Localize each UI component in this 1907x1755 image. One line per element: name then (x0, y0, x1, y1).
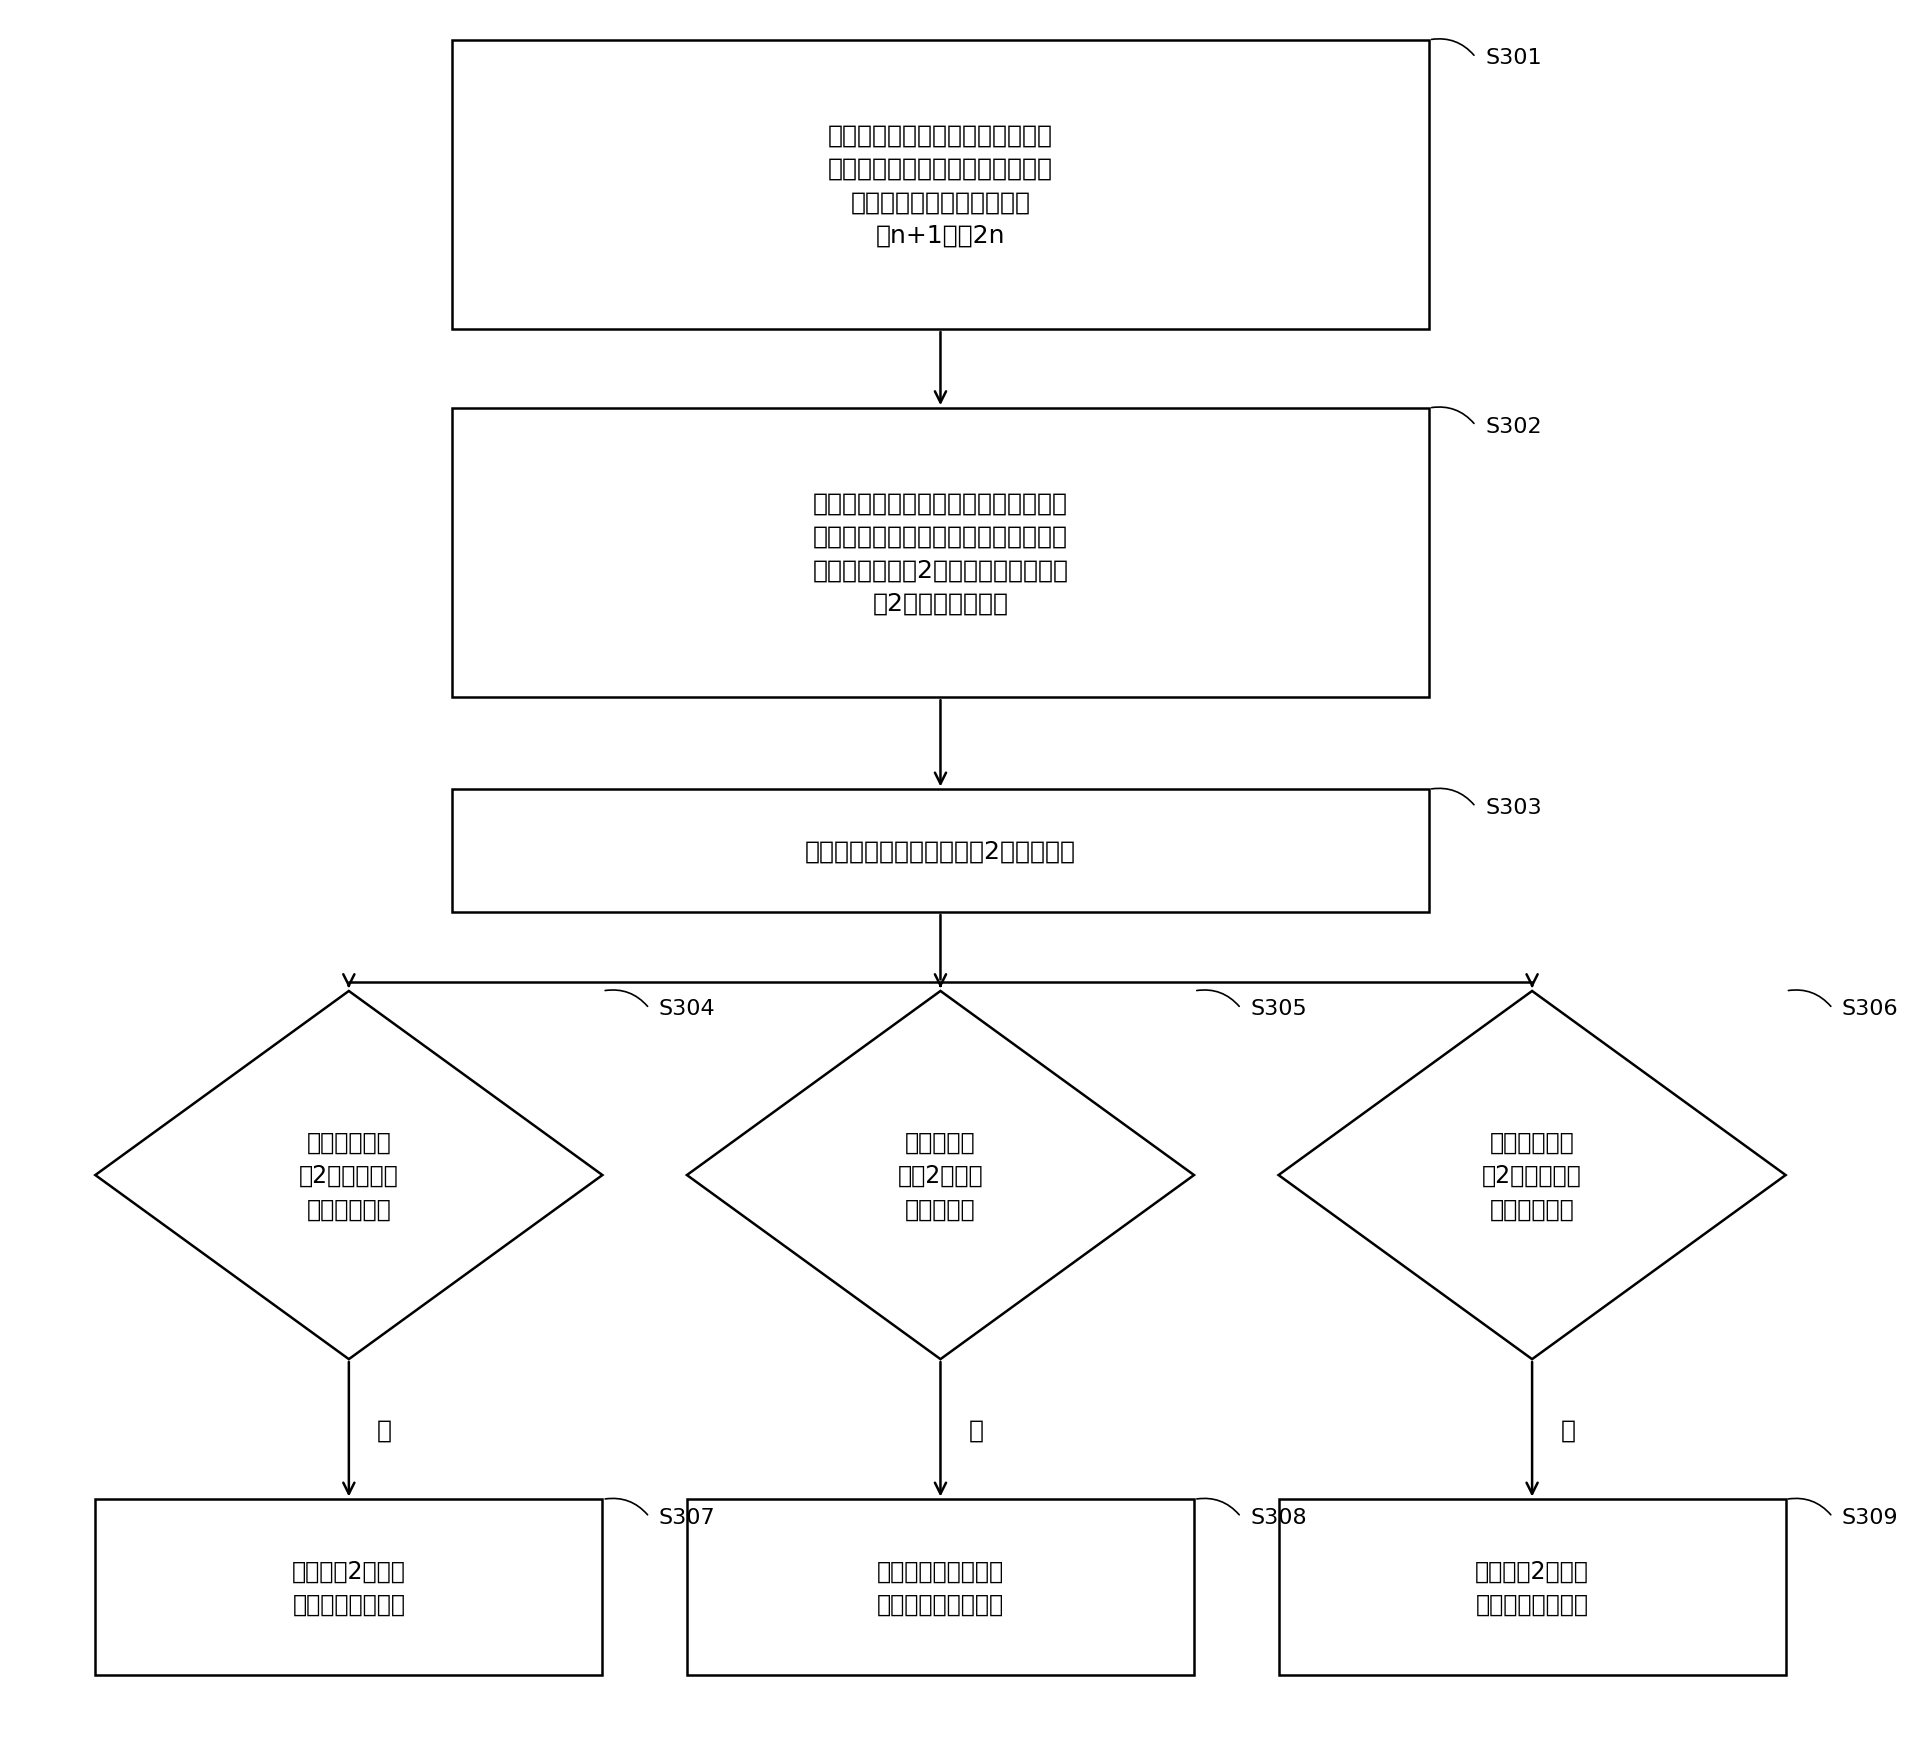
FancyBboxPatch shape (1278, 1499, 1785, 1674)
Text: 建立光强阈值与光能转化增益的对应关
系，光强阈值越小，对应的光能转化增
益越高，相邻的2个光强阈值对应相邻
的2种光能转化增益: 建立光强阈值与光能转化增益的对应关 系，光强阈值越小，对应的光能转化增 益越高，… (812, 491, 1068, 616)
Text: 光强值介于
相邻2个光强
阈值之间？: 光强值介于 相邻2个光强 阈值之间？ (896, 1130, 982, 1221)
Text: S304: S304 (658, 999, 715, 1020)
Text: S309: S309 (1840, 1508, 1897, 1527)
FancyBboxPatch shape (452, 790, 1428, 913)
Text: 根据光能转化增益系列包括的光能
转化增益，设置光强阈值，光能转
化增益与光强阈值的数量比
（n+1）：2n: 根据光能转化增益系列包括的光能 转化增益，设置光强阈值，光能转 化增益与光强阈值… (828, 123, 1053, 247)
Polygon shape (687, 992, 1194, 1360)
Text: S306: S306 (1840, 999, 1897, 1020)
Text: 是: 是 (1560, 1418, 1575, 1441)
Text: S308: S308 (1249, 1508, 1306, 1527)
Text: 根据所述光强值，确定相邻2个光强阈值: 根据所述光强值，确定相邻2个光强阈值 (805, 839, 1076, 863)
Text: S302: S302 (1484, 416, 1541, 437)
FancyBboxPatch shape (452, 409, 1428, 698)
Text: S307: S307 (658, 1508, 715, 1527)
Text: 选择对应2种光能
转化增益中较低者: 选择对应2种光能 转化增益中较低者 (1474, 1558, 1589, 1616)
Text: 是: 是 (969, 1418, 984, 1441)
Polygon shape (95, 992, 603, 1360)
Polygon shape (1278, 992, 1785, 1360)
Text: S301: S301 (1484, 49, 1541, 68)
Text: S305: S305 (1249, 999, 1306, 1020)
Text: 是: 是 (378, 1418, 391, 1441)
FancyBboxPatch shape (95, 1499, 603, 1674)
Text: 选择对应2种光能
转化增益中较高者: 选择对应2种光能 转化增益中较高者 (292, 1558, 406, 1616)
Text: 光强值小于相
邻2个光强阈值
中较小一个？: 光强值小于相 邻2个光强阈值 中较小一个？ (299, 1130, 399, 1221)
Text: 光强值大于相
邻2个光强阈值
中较大一个？: 光强值大于相 邻2个光强阈值 中较大一个？ (1482, 1130, 1581, 1221)
FancyBboxPatch shape (452, 40, 1428, 330)
FancyBboxPatch shape (687, 1499, 1194, 1674)
Text: S303: S303 (1484, 797, 1541, 818)
Text: 根据当前光能转化增
益选择光能转化增益: 根据当前光能转化增 益选择光能转化增益 (877, 1558, 1003, 1616)
